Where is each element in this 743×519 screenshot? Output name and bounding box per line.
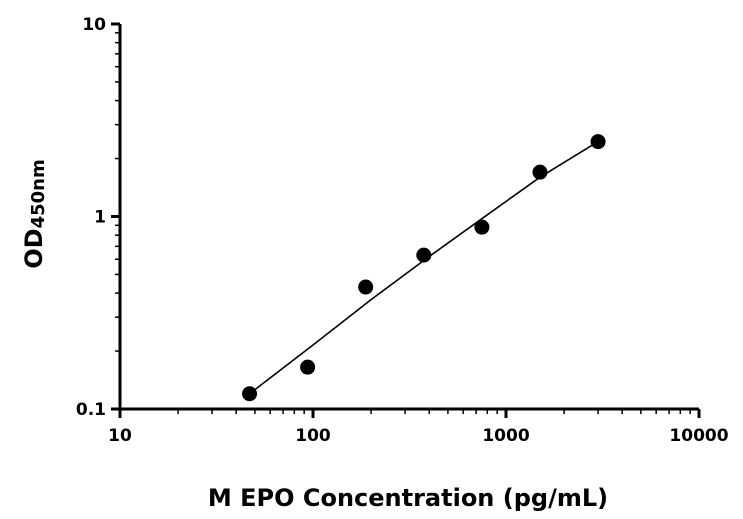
data-point xyxy=(474,219,490,235)
y-ticks: 0.1 1 10 xyxy=(76,15,120,420)
y-tick-label: 10 xyxy=(82,15,106,35)
x-tick-label: 1000 xyxy=(482,426,529,446)
fit-line-layer xyxy=(249,140,599,395)
x-tick-label: 10000 xyxy=(669,426,728,446)
y-axis-title-main: OD xyxy=(20,228,48,268)
data-point xyxy=(590,134,606,150)
y-axis-title-sub: 450nm xyxy=(28,159,49,228)
data-point xyxy=(242,386,258,402)
data-point xyxy=(532,164,548,180)
y-tick-label: 1 xyxy=(94,208,106,228)
data-points xyxy=(242,134,606,402)
data-point xyxy=(358,279,374,295)
data-point xyxy=(300,359,316,375)
fit-curve xyxy=(249,140,599,395)
y-axis-title: OD450nm xyxy=(20,159,49,268)
x-tick-label: 10 xyxy=(108,426,132,446)
data-point xyxy=(416,247,432,263)
y-tick-label: 0.1 xyxy=(76,400,106,420)
x-axis-title: M EPO Concentration (pg/mL) xyxy=(208,484,608,512)
x-ticks: 10 100 1000 10000 xyxy=(108,409,729,446)
x-tick-label: 100 xyxy=(295,426,331,446)
